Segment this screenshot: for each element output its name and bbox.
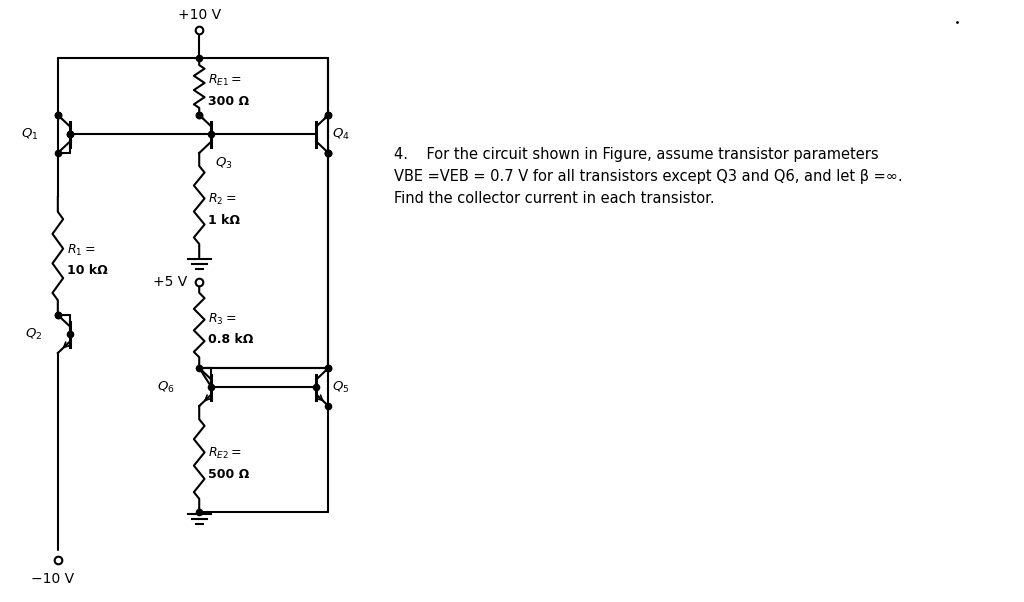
Text: $Q_3$: $Q_3$: [215, 156, 232, 171]
Text: +5 V: +5 V: [154, 275, 187, 289]
Text: −10 V: −10 V: [32, 572, 75, 586]
Text: +10 V: +10 V: [177, 8, 221, 22]
Text: 300 Ω: 300 Ω: [208, 95, 249, 108]
Text: $R_1=$: $R_1=$: [67, 243, 95, 258]
Text: $R_3=$: $R_3=$: [208, 311, 237, 326]
Text: 0.8 kΩ: 0.8 kΩ: [208, 334, 253, 347]
Text: $Q_2$: $Q_2$: [26, 326, 43, 341]
Text: $R_{E1}=$: $R_{E1}=$: [208, 73, 242, 88]
Text: 10 kΩ: 10 kΩ: [67, 264, 108, 278]
Text: 1 kΩ: 1 kΩ: [208, 214, 240, 226]
Text: $R_2=$: $R_2=$: [208, 191, 237, 206]
Text: $R_{E2}=$: $R_{E2}=$: [208, 445, 242, 461]
Text: $Q_5$: $Q_5$: [333, 379, 350, 394]
Text: $Q_1$: $Q_1$: [22, 126, 39, 141]
Text: 4.    For the circuit shown in Figure, assume transistor parameters
VBE =VEB = 0: 4. For the circuit shown in Figure, assu…: [393, 147, 902, 206]
Text: $Q_4$: $Q_4$: [333, 126, 350, 141]
Text: 500 Ω: 500 Ω: [208, 468, 249, 480]
Text: $Q_6$: $Q_6$: [157, 379, 174, 394]
